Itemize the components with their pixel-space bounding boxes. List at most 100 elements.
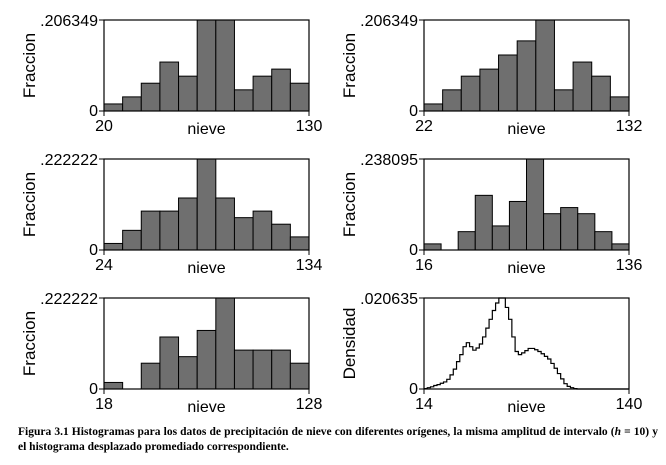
histogram-bar	[140, 362, 161, 390]
histogram-bar	[215, 297, 235, 390]
histogram-bar	[423, 103, 444, 112]
plot-frame	[103, 297, 310, 390]
y-min-label: 0	[409, 103, 418, 120]
plot-frame	[423, 19, 630, 112]
histogram-bar	[508, 200, 527, 251]
histogram-bar	[553, 89, 574, 112]
y-axis-label: Fraccion	[20, 311, 39, 376]
histogram-bar	[178, 75, 198, 112]
chart-panel-1: .206349 020 130 nieve Fraccion	[20, 13, 322, 138]
histogram-bar	[474, 194, 493, 251]
histogram-bar	[609, 96, 630, 112]
histogram-bar	[460, 75, 481, 112]
plot-frame	[423, 297, 630, 390]
histogram-bar	[215, 197, 235, 251]
chart-panel-2: .206349 022 132 nieve Fraccion	[340, 13, 642, 138]
histogram-bar	[178, 356, 198, 390]
histogram-bar	[491, 225, 510, 251]
x-min-label: 18	[95, 396, 113, 413]
x-axis-label: nieve	[507, 399, 545, 416]
y-axis-label: Fraccion	[340, 33, 359, 98]
x-max-label: 140	[616, 396, 643, 413]
histogram-bar	[178, 197, 198, 251]
plot-frame	[423, 158, 630, 251]
y-max-label: .238095	[360, 152, 418, 169]
x-axis-label: nieve	[507, 121, 545, 138]
y-min-label: 0	[89, 381, 98, 398]
x-max-label: 130	[296, 118, 323, 135]
x-max-label: 134	[296, 257, 323, 274]
histogram-bar	[122, 229, 142, 251]
histogram-bar	[103, 103, 124, 112]
y-max-label: .222222	[40, 291, 98, 308]
x-min-label: 24	[95, 257, 113, 274]
chart-panel-6: .020635 014 140 nieve Densidad	[340, 291, 642, 416]
histogram-bar	[577, 213, 596, 251]
histogram-bar	[289, 236, 310, 251]
x-axis-label: nieve	[187, 260, 225, 277]
histogram-bar	[159, 336, 180, 390]
histogram-bar	[252, 210, 273, 251]
plot-frame	[103, 19, 310, 112]
histogram-bar	[233, 217, 254, 251]
x-max-label: 136	[616, 257, 643, 274]
y-max-label: .020635	[360, 291, 418, 308]
chart-panel-3: .222222 024 134 nieve Fraccion	[20, 152, 322, 277]
caption-prefix: Figura 3.1 Histogramas para los datos de…	[18, 426, 615, 438]
caption-suffix: = 10) y el histograma desplazado promedi…	[18, 426, 658, 453]
histogram-bar	[442, 89, 462, 112]
histogram-bar	[423, 243, 442, 251]
histogram-bar	[140, 82, 161, 112]
histogram-bar	[543, 213, 562, 251]
x-axis-label: nieve	[187, 121, 225, 138]
histogram-bar	[271, 349, 291, 390]
histogram-bar	[103, 242, 124, 251]
histogram-bar	[159, 210, 180, 251]
histogram-bar	[289, 362, 310, 390]
x-min-label: 20	[95, 118, 113, 135]
histogram-bar	[611, 243, 630, 251]
y-min-label: 0	[409, 381, 418, 398]
y-max-label: .206349	[360, 13, 418, 30]
histogram-bar	[271, 223, 291, 251]
y-min-label: 0	[409, 242, 418, 259]
density-step-line	[424, 297, 629, 390]
histogram-bar	[498, 54, 518, 112]
y-min-label: 0	[89, 242, 98, 259]
histogram-bar	[457, 231, 476, 251]
histogram-bar	[233, 349, 254, 390]
histogram-bar	[159, 61, 180, 112]
histogram-bar	[594, 231, 613, 251]
histogram-bar	[535, 19, 555, 112]
histogram-bar	[196, 19, 217, 112]
histogram-bar	[252, 349, 273, 390]
y-axis-label: Fraccion	[20, 33, 39, 98]
histogram-bar	[122, 96, 142, 112]
figure-caption: Figura 3.1 Histogramas para los datos de…	[18, 425, 658, 455]
caption-variable: h	[614, 426, 622, 438]
y-max-label: .222222	[40, 152, 98, 169]
histogram-bar	[516, 40, 537, 112]
x-min-label: 22	[415, 118, 433, 135]
histogram-bar	[196, 158, 217, 251]
histogram-bar	[289, 82, 310, 112]
y-axis-label: Densidad	[340, 308, 359, 380]
histogram-bar	[271, 68, 291, 112]
plot-frame	[103, 158, 310, 251]
y-axis-label: Fraccion	[340, 172, 359, 237]
y-max-label: .206349	[40, 13, 98, 30]
chart-panel-5: .222222 018 128 nieve Fraccion	[20, 291, 322, 416]
x-min-label: 14	[415, 396, 433, 413]
histogram-bar	[103, 381, 124, 390]
x-axis-label: nieve	[187, 399, 225, 416]
x-axis-label: nieve	[507, 260, 545, 277]
histogram-bar	[479, 68, 500, 112]
histogram-bar	[560, 207, 579, 251]
x-max-label: 132	[616, 118, 643, 135]
histogram-bar	[140, 210, 161, 251]
histogram-bar	[572, 61, 593, 112]
histogram-bar	[233, 89, 254, 112]
histogram-bar	[591, 75, 611, 112]
y-axis-label: Fraccion	[20, 172, 39, 237]
y-min-label: 0	[89, 103, 98, 120]
